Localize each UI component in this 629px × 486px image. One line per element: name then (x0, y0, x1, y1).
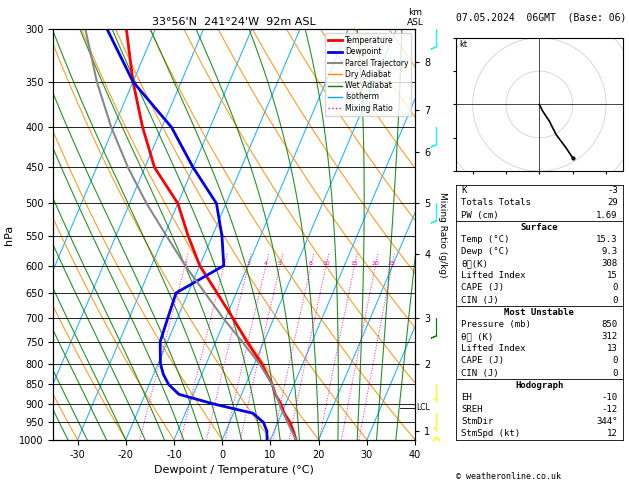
Text: CIN (J): CIN (J) (461, 368, 499, 378)
Legend: Temperature, Dewpoint, Parcel Trajectory, Dry Adiabat, Wet Adiabat, Isotherm, Mi: Temperature, Dewpoint, Parcel Trajectory… (325, 33, 411, 116)
Y-axis label: Mixing Ratio (g/kg): Mixing Ratio (g/kg) (438, 191, 447, 278)
Text: θᴇ(K): θᴇ(K) (461, 259, 488, 268)
Text: Surface: Surface (521, 223, 558, 232)
Text: PW (cm): PW (cm) (461, 210, 499, 220)
Text: StmSpd (kt): StmSpd (kt) (461, 429, 520, 438)
X-axis label: Dewpoint / Temperature (°C): Dewpoint / Temperature (°C) (154, 465, 314, 475)
Text: Totals Totals: Totals Totals (461, 198, 531, 208)
Text: 20: 20 (371, 261, 379, 266)
Text: -10: -10 (601, 393, 618, 402)
Text: -3: -3 (607, 186, 618, 195)
Text: 4: 4 (264, 261, 268, 266)
Text: EH: EH (461, 393, 472, 402)
Title: 33°56'N  241°24'W  92m ASL: 33°56'N 241°24'W 92m ASL (152, 17, 316, 27)
Text: 25: 25 (388, 261, 396, 266)
Text: 15: 15 (350, 261, 359, 266)
Text: 850: 850 (601, 320, 618, 329)
Text: 15: 15 (607, 271, 618, 280)
Text: K: K (461, 186, 466, 195)
Text: Most Unstable: Most Unstable (504, 308, 574, 317)
Text: Hodograph: Hodograph (515, 381, 564, 390)
Text: 10: 10 (322, 261, 330, 266)
Text: 308: 308 (601, 259, 618, 268)
Text: 13: 13 (607, 344, 618, 353)
Text: CAPE (J): CAPE (J) (461, 356, 504, 365)
Text: © weatheronline.co.uk: © weatheronline.co.uk (456, 472, 561, 481)
Text: Dewp (°C): Dewp (°C) (461, 247, 509, 256)
Text: SREH: SREH (461, 405, 482, 414)
Text: Lifted Index: Lifted Index (461, 271, 525, 280)
Text: LCL: LCL (416, 403, 430, 412)
Text: 0: 0 (613, 368, 618, 378)
Text: 29: 29 (607, 198, 618, 208)
Text: -12: -12 (601, 405, 618, 414)
Text: 344°: 344° (596, 417, 618, 426)
Text: θᴇ (K): θᴇ (K) (461, 332, 493, 341)
Text: 0: 0 (613, 295, 618, 305)
Text: 9.3: 9.3 (601, 247, 618, 256)
Text: 12: 12 (607, 429, 618, 438)
Text: 0: 0 (613, 283, 618, 293)
Text: 5: 5 (278, 261, 282, 266)
Text: 3: 3 (246, 261, 250, 266)
Text: Pressure (mb): Pressure (mb) (461, 320, 531, 329)
Text: 8: 8 (309, 261, 313, 266)
Text: 15.3: 15.3 (596, 235, 618, 244)
Text: 07.05.2024  06GMT  (Base: 06): 07.05.2024 06GMT (Base: 06) (456, 12, 626, 22)
Text: StmDir: StmDir (461, 417, 493, 426)
Text: 312: 312 (601, 332, 618, 341)
Text: 1.69: 1.69 (596, 210, 618, 220)
Text: km
ASL: km ASL (407, 8, 423, 27)
Text: Lifted Index: Lifted Index (461, 344, 525, 353)
Text: 2: 2 (222, 261, 226, 266)
Y-axis label: hPa: hPa (4, 225, 14, 244)
Text: CIN (J): CIN (J) (461, 295, 499, 305)
Text: 1: 1 (183, 261, 187, 266)
Text: kt: kt (459, 40, 467, 50)
Text: Temp (°C): Temp (°C) (461, 235, 509, 244)
Text: 0: 0 (613, 356, 618, 365)
Text: CAPE (J): CAPE (J) (461, 283, 504, 293)
